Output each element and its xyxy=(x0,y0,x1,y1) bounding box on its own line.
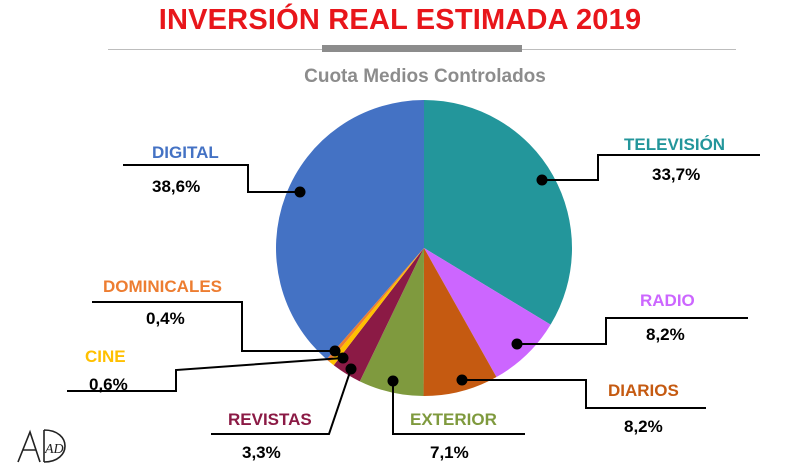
slice-value-revistas: 3,3% xyxy=(242,443,281,462)
pie-slice-digital xyxy=(276,100,424,360)
leader-dot-exterior xyxy=(387,375,399,387)
leader-dot-diarios xyxy=(456,374,468,386)
leader-line-cine xyxy=(67,357,344,392)
page-title: INVERSIÓN REAL ESTIMADA 2019 xyxy=(158,4,642,36)
chart-subtitle: Cuota Medios Controlados xyxy=(304,66,546,87)
leader-line-radio xyxy=(517,317,748,345)
slice-value-televisión: 33,7% xyxy=(652,165,700,184)
leader-line-diarios xyxy=(462,379,706,409)
leader-dot-dominicales xyxy=(329,345,341,357)
logo-text: AD xyxy=(44,442,64,457)
ad-logo-icon: AD xyxy=(17,429,66,463)
slice-label-dominicales: DOMINICALES xyxy=(103,277,222,296)
slice-value-dominicales: 0,4% xyxy=(146,309,185,328)
pie-slice-exterior xyxy=(359,248,424,396)
title-divider-accent xyxy=(322,45,522,52)
slice-label-revistas: REVISTAS xyxy=(228,410,312,429)
pie-slices xyxy=(276,100,573,397)
slice-label-digital: DIGITAL xyxy=(152,143,219,162)
slice-value-cine: 0,6% xyxy=(89,375,128,394)
pie-slice-dominicales xyxy=(326,248,424,362)
leader-line-exterior xyxy=(392,381,525,435)
slice-value-exterior: 7,1% xyxy=(430,443,469,462)
leader-line-digital xyxy=(123,164,300,193)
slice-label-cine: CINE xyxy=(85,347,126,366)
slice-label-exterior: EXTERIOR xyxy=(410,410,497,429)
slice-label-diarios: DIARIOS xyxy=(608,381,679,400)
slice-value-diarios: 8,2% xyxy=(624,417,663,436)
leader-dot-cine xyxy=(337,352,349,364)
leader-line-revistas xyxy=(211,368,352,435)
slice-label-radio: RADIO xyxy=(640,291,695,310)
leader-dot-revistas xyxy=(345,363,357,375)
pie-slice-televisión xyxy=(424,100,573,325)
pie-slice-diarios xyxy=(423,248,497,397)
pie-slice-cine xyxy=(329,248,424,366)
slice-value-digital: 38,6% xyxy=(152,177,200,196)
pie-slice-revistas xyxy=(333,248,424,382)
leader-line-televisión xyxy=(542,154,760,181)
leader-dot-radio xyxy=(511,338,523,350)
slice-label-televisión: TELEVISIÓN xyxy=(624,135,725,154)
leader-dot-digital xyxy=(294,186,306,198)
leader-line-dominicales xyxy=(92,301,335,352)
leader-dot-televisión xyxy=(536,174,548,186)
slice-value-radio: 8,2% xyxy=(646,325,685,344)
